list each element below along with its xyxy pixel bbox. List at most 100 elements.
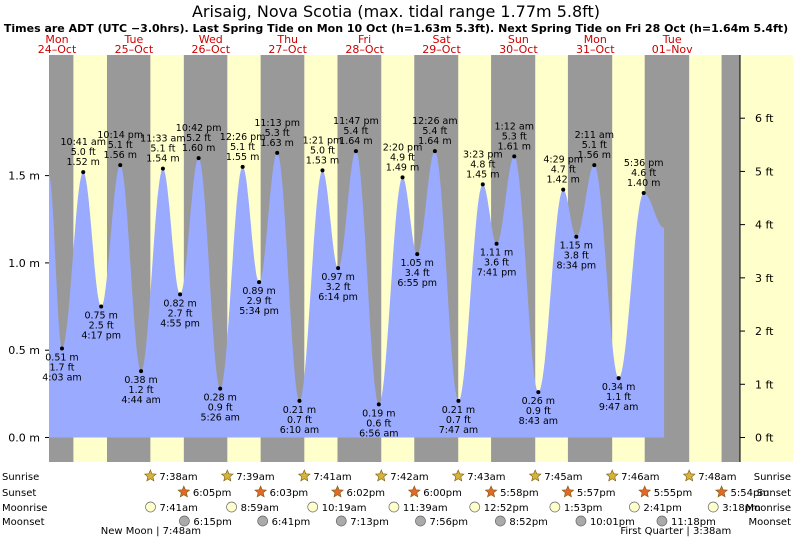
high-tide-point xyxy=(81,170,86,175)
sunset-time: 5:57pm xyxy=(577,488,616,499)
moonset-row-label-right: Moonset xyxy=(749,517,792,528)
sunset-time: 6:02pm xyxy=(346,488,385,499)
day-header-dow: Wed xyxy=(199,33,223,46)
sunset-time: 6:03pm xyxy=(270,488,309,499)
low-tide-label: 4:44 am xyxy=(121,395,160,406)
sun-star-icon xyxy=(177,485,191,498)
high-tide-label: 10:42 pm xyxy=(176,123,222,134)
low-tide-label: 8:34 pm xyxy=(556,261,596,272)
sunrise-time: 7:48am xyxy=(698,472,736,483)
sun-star-icon xyxy=(407,485,421,498)
moon-phase-label: New Moon | 7:48am xyxy=(101,526,201,537)
high-tide-point xyxy=(196,156,201,161)
high-tide-point xyxy=(118,163,123,168)
sun-star-icon xyxy=(297,469,311,482)
day-header-dow: Tue xyxy=(124,33,144,46)
sunrise-time: 7:39am xyxy=(236,472,274,483)
high-tide-label: 1.52 m xyxy=(67,157,100,168)
moon-icon xyxy=(388,501,400,513)
moonset-time: 6:41pm xyxy=(272,517,311,528)
daylight-band xyxy=(689,55,722,462)
low-tide-point xyxy=(494,241,499,246)
high-tide-label: 1.42 m xyxy=(546,175,579,186)
low-tide-label: 0.26 m xyxy=(522,396,555,407)
high-tide-label: 12:26 am xyxy=(412,116,457,127)
moonrise-time: 11:39am xyxy=(403,503,448,514)
high-tide-label: 5.3 ft xyxy=(265,128,290,139)
low-tide-label: 5:26 am xyxy=(200,413,239,424)
moonset-time: 8:52pm xyxy=(509,517,548,528)
low-tide-label: 6:14 pm xyxy=(318,292,358,303)
high-tide-point xyxy=(320,168,325,173)
high-tide-label: 4.6 ft xyxy=(631,168,656,179)
sun-star-icon xyxy=(638,485,652,498)
left-tick-label: 0.0 m xyxy=(8,432,40,445)
high-tide-label: 1.64 m xyxy=(339,136,372,147)
high-tide-label: 1.40 m xyxy=(627,178,660,189)
high-tide-label: 3:23 pm xyxy=(463,149,503,160)
high-tide-point xyxy=(592,163,597,168)
high-tide-point xyxy=(512,154,517,159)
high-tide-label: 4.9 ft xyxy=(390,152,415,163)
sunset-time: 5:58pm xyxy=(500,488,539,499)
low-tide-label: 1.05 m xyxy=(400,258,433,269)
high-tide-label: 1.64 m xyxy=(418,136,451,147)
low-tide-label: 0.9 ft xyxy=(526,406,551,417)
low-tide-label: 6:10 am xyxy=(280,425,319,436)
day-header-dow: Sun xyxy=(508,33,529,46)
day-header-date: 30–Oct xyxy=(499,43,538,56)
high-tide-label: 1:21 pm xyxy=(303,135,343,146)
high-tide-label: 1.60 m xyxy=(182,143,215,154)
day-header-dow: Thu xyxy=(276,33,298,46)
high-tide-label: 11:33 am xyxy=(140,134,185,145)
low-tide-point xyxy=(178,292,183,297)
low-tide-label: 6:56 am xyxy=(359,428,398,439)
high-tide-label: 5.4 ft xyxy=(343,126,368,137)
low-tide-label: 3.4 ft xyxy=(405,268,430,279)
high-tide-label: 5:36 pm xyxy=(624,158,664,169)
low-tide-label: 0.75 m xyxy=(84,311,117,322)
day-header-date: 01–Nov xyxy=(652,43,693,56)
low-tide-label: 0.19 m xyxy=(362,408,395,419)
sunrise-time: 7:41am xyxy=(313,472,351,483)
low-tide-label: 1.15 m xyxy=(560,241,593,252)
high-tide-label: 1.61 m xyxy=(498,141,531,152)
low-tide-label: 0.34 m xyxy=(602,382,635,393)
moonset-time: 6:15pm xyxy=(193,517,232,528)
low-tide-label: 0.28 m xyxy=(203,393,236,404)
moon-icon xyxy=(707,501,719,513)
low-tide-point xyxy=(616,376,621,381)
moon-icon xyxy=(226,501,237,513)
low-tide-point xyxy=(376,402,381,407)
moon-phase-label: First Quarter | 3:38am xyxy=(620,526,731,537)
sun-star-icon xyxy=(374,469,388,482)
sunrise-time: 7:38am xyxy=(159,472,197,483)
low-tide-label: 8:43 am xyxy=(519,416,558,427)
moonrise-time: 10:19am xyxy=(322,503,367,514)
right-tick-label: 4 ft xyxy=(755,219,774,232)
moonrise-time: 3:18pm xyxy=(722,503,761,514)
moonset-row-label: Moonset xyxy=(2,517,45,528)
day-header-dow: Sat xyxy=(432,33,451,46)
low-tide-point xyxy=(59,346,64,351)
low-tide-label: 0.82 m xyxy=(163,298,196,309)
day-header-date: 31–Oct xyxy=(576,43,615,56)
high-tide-label: 1.45 m xyxy=(466,169,499,180)
high-tide-label: 4:29 pm xyxy=(543,155,583,166)
low-tide-label: 0.51 m xyxy=(45,352,78,363)
low-tide-label: 3.2 ft xyxy=(326,282,351,293)
sunrise-time: 7:46am xyxy=(621,472,659,483)
sunset-time: 6:00pm xyxy=(423,488,462,499)
high-tide-label: 2:20 pm xyxy=(383,142,423,153)
moonrise-time: 1:53pm xyxy=(564,503,603,514)
sunset-row-label-right: Sunset xyxy=(757,488,791,499)
high-tide-label: 5.1 ft xyxy=(582,140,607,151)
high-tide-label: 10:41 am xyxy=(60,137,105,148)
high-tide-label: 10:14 pm xyxy=(97,130,143,141)
sunset-time: 5:54pm xyxy=(731,488,770,499)
day-header-date: 24–Oct xyxy=(38,43,77,56)
high-tide-label: 1.53 m xyxy=(306,155,339,166)
high-tide-label: 5.3 ft xyxy=(502,131,527,142)
low-tide-label: 6:55 pm xyxy=(397,278,437,289)
high-tide-label: 2:11 am xyxy=(575,130,614,141)
